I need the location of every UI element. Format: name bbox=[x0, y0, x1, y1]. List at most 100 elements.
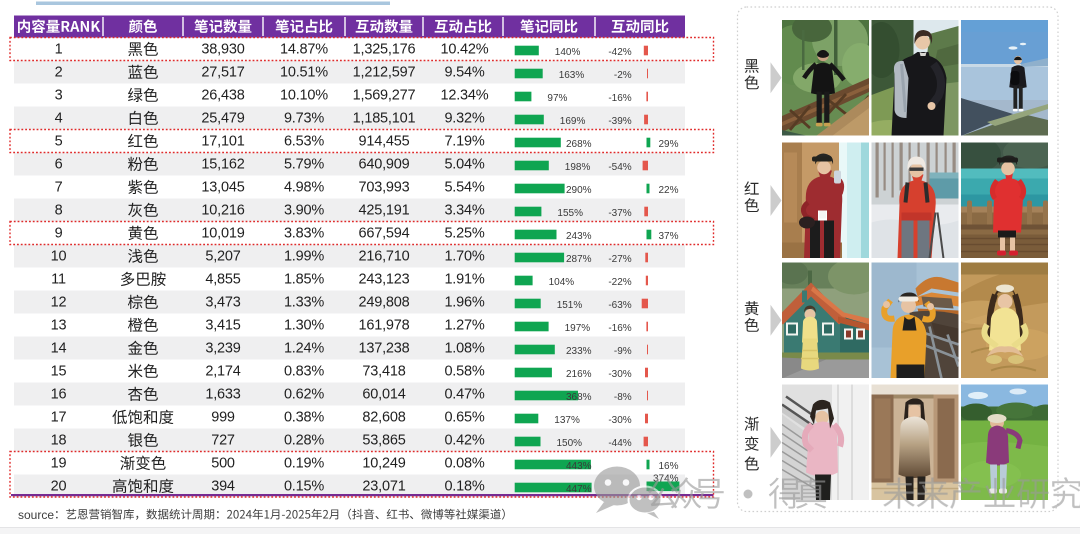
svg-text:7: 7 bbox=[55, 180, 63, 196]
svg-text:5,207: 5,207 bbox=[205, 249, 240, 265]
svg-text:25,479: 25,479 bbox=[201, 111, 244, 127]
svg-text:0.83%: 0.83% bbox=[284, 364, 324, 380]
svg-text:3: 3 bbox=[55, 88, 63, 104]
svg-text:137%: 137% bbox=[554, 415, 580, 426]
svg-text:6: 6 bbox=[55, 157, 63, 173]
svg-text:13: 13 bbox=[51, 318, 67, 334]
svg-text:27,517: 27,517 bbox=[201, 65, 244, 81]
svg-text:155%: 155% bbox=[557, 208, 583, 219]
svg-text:1.30%: 1.30% bbox=[284, 318, 324, 334]
svg-text:0.18%: 0.18% bbox=[444, 479, 484, 495]
svg-text:38,930: 38,930 bbox=[201, 42, 244, 58]
svg-text:-54%: -54% bbox=[608, 162, 631, 173]
svg-text:2: 2 bbox=[55, 65, 63, 81]
svg-text:3,239: 3,239 bbox=[205, 341, 240, 357]
svg-text:3.34%: 3.34% bbox=[444, 203, 484, 219]
svg-text:0.08%: 0.08% bbox=[444, 456, 484, 472]
svg-text:23,071: 23,071 bbox=[362, 479, 405, 495]
svg-text:0.28%: 0.28% bbox=[284, 433, 324, 449]
svg-text:-2%: -2% bbox=[614, 70, 632, 81]
svg-text:394: 394 bbox=[211, 479, 235, 495]
svg-text:667,594: 667,594 bbox=[358, 226, 409, 242]
svg-text:10.51%: 10.51% bbox=[280, 65, 328, 81]
svg-text:10.10%: 10.10% bbox=[280, 88, 328, 104]
svg-text:37%: 37% bbox=[659, 231, 679, 242]
svg-text:243%: 243% bbox=[566, 231, 592, 242]
svg-text:104%: 104% bbox=[549, 277, 575, 288]
svg-text:16: 16 bbox=[51, 387, 67, 403]
svg-text:3.90%: 3.90% bbox=[284, 203, 324, 219]
svg-text:0.42%: 0.42% bbox=[444, 433, 484, 449]
svg-text:-37%: -37% bbox=[608, 208, 631, 219]
svg-text:0.62%: 0.62% bbox=[284, 387, 324, 403]
svg-text:12.34%: 12.34% bbox=[441, 88, 489, 104]
svg-text:17: 17 bbox=[51, 410, 67, 426]
svg-text:5.04%: 5.04% bbox=[444, 157, 484, 173]
svg-text:-22%: -22% bbox=[608, 277, 631, 288]
svg-text:0.65%: 0.65% bbox=[444, 410, 484, 426]
svg-text:15: 15 bbox=[51, 364, 67, 380]
svg-text:-30%: -30% bbox=[608, 415, 631, 426]
svg-text:10,019: 10,019 bbox=[201, 226, 244, 242]
svg-text:82,608: 82,608 bbox=[362, 410, 405, 426]
svg-text:290%: 290% bbox=[566, 185, 592, 196]
svg-text:425,191: 425,191 bbox=[358, 203, 409, 219]
svg-text:447%: 447% bbox=[566, 484, 592, 495]
svg-text:-63%: -63% bbox=[608, 300, 631, 311]
svg-text:4: 4 bbox=[55, 111, 63, 127]
svg-text:53,865: 53,865 bbox=[362, 433, 405, 449]
svg-text:0.47%: 0.47% bbox=[444, 387, 484, 403]
svg-text:17,101: 17,101 bbox=[201, 134, 244, 150]
svg-text:216,710: 216,710 bbox=[358, 249, 409, 265]
svg-text:1.85%: 1.85% bbox=[284, 272, 324, 288]
svg-text:1,185,101: 1,185,101 bbox=[353, 111, 416, 127]
svg-text:703,993: 703,993 bbox=[358, 180, 409, 196]
svg-text:374%: 374% bbox=[653, 473, 679, 484]
svg-text:-44%: -44% bbox=[608, 438, 631, 449]
svg-text:9: 9 bbox=[55, 226, 63, 242]
svg-text:1,633: 1,633 bbox=[205, 387, 240, 403]
svg-text:9.32%: 9.32% bbox=[444, 111, 484, 127]
svg-text:5.79%: 5.79% bbox=[284, 157, 324, 173]
svg-text:999: 999 bbox=[211, 410, 235, 426]
svg-text:287%: 287% bbox=[566, 254, 592, 265]
svg-text:10,216: 10,216 bbox=[201, 203, 244, 219]
svg-text:0.38%: 0.38% bbox=[284, 410, 324, 426]
svg-text:150%: 150% bbox=[557, 438, 583, 449]
svg-text:14: 14 bbox=[51, 341, 67, 357]
svg-text:10: 10 bbox=[51, 249, 67, 265]
svg-text:3,415: 3,415 bbox=[205, 318, 240, 334]
svg-text:0.58%: 0.58% bbox=[444, 364, 484, 380]
svg-text:-27%: -27% bbox=[608, 254, 631, 265]
svg-text:60,014: 60,014 bbox=[362, 387, 405, 403]
svg-text:29%: 29% bbox=[659, 139, 679, 150]
svg-text:233%: 233% bbox=[566, 346, 592, 357]
svg-text:5.25%: 5.25% bbox=[444, 226, 484, 242]
svg-text:14.87%: 14.87% bbox=[280, 42, 328, 58]
svg-text:1.27%: 1.27% bbox=[444, 318, 484, 334]
svg-text:-9%: -9% bbox=[614, 346, 632, 357]
svg-text:-30%: -30% bbox=[608, 369, 631, 380]
svg-text:-16%: -16% bbox=[608, 323, 631, 334]
svg-text:1.91%: 1.91% bbox=[444, 272, 484, 288]
svg-text:727: 727 bbox=[211, 433, 235, 449]
svg-text:1.99%: 1.99% bbox=[284, 249, 324, 265]
svg-text:-39%: -39% bbox=[608, 116, 631, 127]
svg-text:1.08%: 1.08% bbox=[444, 341, 484, 357]
svg-text:10,249: 10,249 bbox=[362, 456, 405, 472]
svg-text:268%: 268% bbox=[566, 139, 592, 150]
svg-text:914,455: 914,455 bbox=[358, 134, 409, 150]
svg-text:3.83%: 3.83% bbox=[284, 226, 324, 242]
svg-text:216%: 216% bbox=[566, 369, 592, 380]
svg-text:1.33%: 1.33% bbox=[284, 295, 324, 311]
svg-text:1,325,176: 1,325,176 bbox=[353, 42, 416, 58]
svg-text:-42%: -42% bbox=[608, 47, 631, 58]
svg-text:20: 20 bbox=[51, 479, 67, 495]
svg-text:151%: 151% bbox=[557, 300, 583, 311]
svg-text:1,569,277: 1,569,277 bbox=[353, 88, 416, 104]
svg-text:18: 18 bbox=[51, 433, 67, 449]
svg-text:15,162: 15,162 bbox=[201, 157, 244, 173]
svg-text:1: 1 bbox=[55, 42, 63, 58]
svg-text:137,238: 137,238 bbox=[358, 341, 409, 357]
svg-text:5: 5 bbox=[55, 134, 63, 150]
